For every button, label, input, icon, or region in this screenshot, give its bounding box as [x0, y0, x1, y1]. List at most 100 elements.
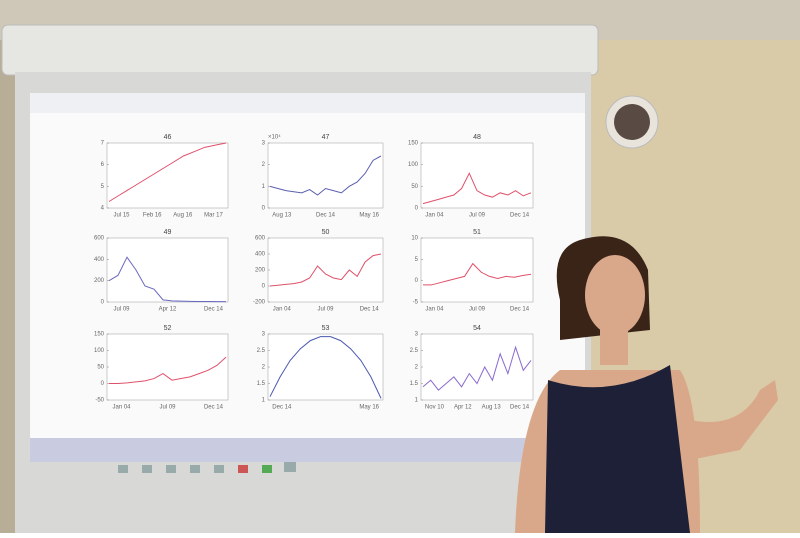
y-tick-label: 600 — [94, 236, 105, 242]
plot-area — [267, 333, 384, 401]
data-line — [423, 262, 532, 286]
x-tick-label: Jul 09 — [159, 405, 176, 411]
data-line — [422, 172, 532, 205]
x-tick-label: Nov 10 — [425, 405, 445, 411]
window-toolbar — [30, 93, 585, 113]
y-tick-label: -200 — [253, 300, 266, 306]
fan-center — [614, 104, 650, 140]
x-tick-label: Jul 09 — [114, 307, 131, 313]
data-line — [108, 142, 227, 202]
y-tick-label: 6 — [101, 162, 105, 168]
y-tick-label: 400 — [255, 252, 266, 258]
y-tick-label: 200 — [94, 278, 105, 284]
panel-title: 52 — [164, 325, 172, 332]
x-tick-label: Aug 16 — [173, 213, 193, 219]
y-tick-label: 150 — [408, 141, 419, 147]
x-tick-label: Aug 13 — [272, 213, 292, 219]
plot-area — [106, 142, 229, 209]
y-tick-label: 3 — [262, 332, 266, 338]
x-tick-label: Jul 09 — [469, 213, 486, 219]
x-tick-label: Jul 15 — [114, 213, 131, 219]
y-tick-label: 50 — [97, 365, 104, 371]
y-tick-label: 50 — [411, 184, 418, 190]
y-tick-label: 5 — [101, 184, 105, 190]
panel-title: 50 — [322, 229, 330, 236]
x-tick-label: Jul 09 — [469, 307, 486, 313]
data-line — [422, 345, 532, 391]
panel-title: 47 — [322, 134, 330, 141]
x-tick-label: Feb 16 — [143, 213, 162, 219]
x-tick-label: Jan 04 — [273, 307, 292, 313]
y-tick-label: 3 — [415, 332, 419, 338]
y-tick-label: 10 — [411, 236, 418, 242]
presenter — [515, 236, 778, 533]
x-tick-label: Apr 12 — [454, 405, 472, 411]
screen-roller — [1, 24, 599, 76]
panel-title: 49 — [164, 229, 172, 236]
y-tick-label: -5 — [413, 300, 419, 306]
x-tick-label: Dec 14 — [360, 307, 380, 313]
axis-multiplier: ×10⁴ — [268, 134, 281, 141]
y-tick-label: 1 — [262, 184, 266, 190]
y-tick-label: 5 — [415, 257, 419, 263]
y-tick-label: 4 — [101, 206, 105, 212]
x-tick-label: Jan 04 — [425, 213, 444, 219]
x-tick-label: May 16 — [359, 213, 379, 219]
x-tick-label: Dec 14 — [204, 307, 224, 313]
x-tick-label: Apr 12 — [159, 307, 177, 313]
y-tick-label: 1 — [262, 398, 266, 404]
charts: 46 4 5 6 7 Jul 15 Feb 16 Aug 16 Mar 17 47 ×10⁴ 0 1 2 3… — [94, 134, 534, 411]
panel-title: 48 — [473, 134, 481, 141]
plot-area — [267, 142, 384, 209]
x-tick-label: Dec 14 — [510, 405, 530, 411]
y-tick-label: 0 — [101, 381, 105, 387]
plot-area — [106, 237, 229, 303]
y-tick-label: 100 — [94, 348, 105, 354]
x-tick-label: Dec 14 — [510, 213, 530, 219]
x-tick-label: Dec 14 — [272, 405, 292, 411]
x-tick-label: Jan 04 — [113, 405, 132, 411]
data-line — [269, 155, 382, 196]
y-tick-label: 0 — [101, 300, 105, 306]
taskbar — [30, 438, 585, 462]
y-tick-label: 2 — [262, 365, 266, 371]
y-tick-label: 200 — [255, 268, 266, 274]
plot-area — [106, 333, 229, 401]
y-tick-label: 2 — [262, 162, 266, 168]
y-tick-label: 2.5 — [410, 348, 419, 354]
x-tick-label: Dec 14 — [510, 307, 530, 313]
y-tick-label: 1.5 — [410, 381, 419, 387]
x-tick-label: Dec 14 — [204, 405, 224, 411]
y-tick-label: 0 — [262, 284, 266, 290]
plot-area — [420, 237, 534, 303]
y-tick-label: 2.5 — [257, 348, 266, 354]
x-tick-label: Mar 17 — [204, 213, 223, 219]
x-tick-label: Jan 04 — [425, 307, 444, 313]
y-tick-label: -50 — [95, 398, 104, 404]
x-tick-label: Jul 09 — [317, 307, 334, 313]
x-tick-label: Dec 14 — [316, 213, 336, 219]
taskbar-icons — [118, 462, 296, 473]
y-tick-label: 0 — [262, 206, 266, 212]
y-tick-label: 3 — [262, 141, 266, 147]
y-tick-label: 0 — [415, 278, 419, 284]
x-tick-label: May 16 — [359, 405, 379, 411]
x-tick-label: Aug 13 — [482, 405, 502, 411]
plot-area — [420, 142, 534, 209]
y-tick-label: 0 — [415, 206, 419, 212]
y-tick-label: 2 — [415, 365, 419, 371]
panel-title: 46 — [164, 134, 172, 141]
panel-title: 53 — [322, 325, 330, 332]
y-tick-label: 7 — [101, 141, 105, 147]
y-tick-label: 100 — [408, 162, 419, 168]
plot-area — [267, 237, 384, 303]
data-line — [269, 336, 382, 399]
data-line — [269, 253, 382, 287]
y-tick-label: 1 — [415, 398, 419, 404]
panel-title: 51 — [473, 229, 481, 236]
data-line — [108, 256, 226, 303]
y-tick-label: 400 — [94, 257, 105, 263]
y-tick-label: 600 — [255, 236, 266, 242]
panel-title: 54 — [473, 325, 481, 332]
